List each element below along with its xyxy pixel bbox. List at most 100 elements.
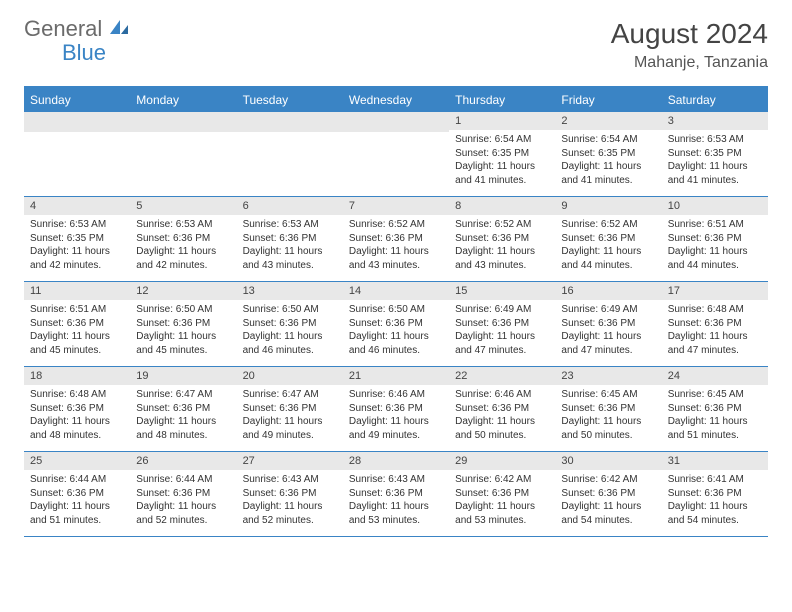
day-cell: 25Sunrise: 6:44 AMSunset: 6:36 PMDayligh…	[24, 452, 130, 536]
daylight-text: Daylight: 11 hours and 52 minutes.	[243, 500, 337, 527]
day-info: Sunrise: 6:53 AMSunset: 6:36 PMDaylight:…	[130, 215, 236, 278]
sunset-text: Sunset: 6:36 PM	[243, 317, 337, 331]
week-row: 4Sunrise: 6:53 AMSunset: 6:35 PMDaylight…	[24, 197, 768, 282]
sunset-text: Sunset: 6:36 PM	[668, 487, 762, 501]
day-number: 17	[662, 282, 768, 300]
sunset-text: Sunset: 6:36 PM	[455, 487, 549, 501]
sunset-text: Sunset: 6:36 PM	[561, 487, 655, 501]
day-number: 2	[555, 112, 661, 130]
day-cell	[343, 112, 449, 196]
day-info: Sunrise: 6:48 AMSunset: 6:36 PMDaylight:…	[24, 385, 130, 448]
sunrise-text: Sunrise: 6:47 AM	[243, 388, 337, 402]
day-number: 29	[449, 452, 555, 470]
daylight-text: Daylight: 11 hours and 52 minutes.	[136, 500, 230, 527]
daylight-text: Daylight: 11 hours and 49 minutes.	[349, 415, 443, 442]
sunrise-text: Sunrise: 6:50 AM	[136, 303, 230, 317]
day-info: Sunrise: 6:54 AMSunset: 6:35 PMDaylight:…	[555, 130, 661, 193]
sunset-text: Sunset: 6:36 PM	[668, 232, 762, 246]
dow-cell: Wednesday	[343, 88, 449, 112]
day-info: Sunrise: 6:43 AMSunset: 6:36 PMDaylight:…	[343, 470, 449, 533]
day-info: Sunrise: 6:53 AMSunset: 6:35 PMDaylight:…	[24, 215, 130, 278]
day-number	[237, 112, 343, 132]
day-number: 30	[555, 452, 661, 470]
dow-cell: Friday	[555, 88, 661, 112]
day-cell: 1Sunrise: 6:54 AMSunset: 6:35 PMDaylight…	[449, 112, 555, 196]
day-info: Sunrise: 6:42 AMSunset: 6:36 PMDaylight:…	[555, 470, 661, 533]
daylight-text: Daylight: 11 hours and 48 minutes.	[30, 415, 124, 442]
dow-cell: Sunday	[24, 88, 130, 112]
location: Mahanje, Tanzania	[611, 54, 768, 72]
day-number: 7	[343, 197, 449, 215]
day-cell: 9Sunrise: 6:52 AMSunset: 6:36 PMDaylight…	[555, 197, 661, 281]
sunset-text: Sunset: 6:36 PM	[30, 402, 124, 416]
daylight-text: Daylight: 11 hours and 41 minutes.	[668, 160, 762, 187]
day-info: Sunrise: 6:50 AMSunset: 6:36 PMDaylight:…	[237, 300, 343, 363]
daylight-text: Daylight: 11 hours and 51 minutes.	[30, 500, 124, 527]
day-info: Sunrise: 6:42 AMSunset: 6:36 PMDaylight:…	[449, 470, 555, 533]
sunrise-text: Sunrise: 6:54 AM	[561, 133, 655, 147]
sunset-text: Sunset: 6:36 PM	[349, 232, 443, 246]
day-cell: 30Sunrise: 6:42 AMSunset: 6:36 PMDayligh…	[555, 452, 661, 536]
day-cell: 12Sunrise: 6:50 AMSunset: 6:36 PMDayligh…	[130, 282, 236, 366]
sunrise-text: Sunrise: 6:52 AM	[349, 218, 443, 232]
day-info: Sunrise: 6:46 AMSunset: 6:36 PMDaylight:…	[343, 385, 449, 448]
dow-cell: Tuesday	[237, 88, 343, 112]
sunset-text: Sunset: 6:36 PM	[561, 232, 655, 246]
day-info: Sunrise: 6:51 AMSunset: 6:36 PMDaylight:…	[24, 300, 130, 363]
day-cell: 27Sunrise: 6:43 AMSunset: 6:36 PMDayligh…	[237, 452, 343, 536]
day-info: Sunrise: 6:52 AMSunset: 6:36 PMDaylight:…	[555, 215, 661, 278]
day-cell: 3Sunrise: 6:53 AMSunset: 6:35 PMDaylight…	[662, 112, 768, 196]
day-info: Sunrise: 6:43 AMSunset: 6:36 PMDaylight:…	[237, 470, 343, 533]
sunrise-text: Sunrise: 6:50 AM	[243, 303, 337, 317]
sunset-text: Sunset: 6:36 PM	[243, 402, 337, 416]
daylight-text: Daylight: 11 hours and 54 minutes.	[561, 500, 655, 527]
sunrise-text: Sunrise: 6:42 AM	[561, 473, 655, 487]
day-cell: 11Sunrise: 6:51 AMSunset: 6:36 PMDayligh…	[24, 282, 130, 366]
daylight-text: Daylight: 11 hours and 48 minutes.	[136, 415, 230, 442]
daylight-text: Daylight: 11 hours and 46 minutes.	[243, 330, 337, 357]
daylight-text: Daylight: 11 hours and 45 minutes.	[136, 330, 230, 357]
day-number: 12	[130, 282, 236, 300]
sunrise-text: Sunrise: 6:47 AM	[136, 388, 230, 402]
sunset-text: Sunset: 6:36 PM	[30, 487, 124, 501]
sunset-text: Sunset: 6:36 PM	[349, 487, 443, 501]
logo: General Blue	[24, 18, 130, 64]
day-number: 24	[662, 367, 768, 385]
sunset-text: Sunset: 6:35 PM	[668, 147, 762, 161]
day-number: 10	[662, 197, 768, 215]
header: General Blue August 2024 Mahanje, Tanzan…	[24, 18, 768, 72]
week-row: 11Sunrise: 6:51 AMSunset: 6:36 PMDayligh…	[24, 282, 768, 367]
sunrise-text: Sunrise: 6:52 AM	[455, 218, 549, 232]
sunset-text: Sunset: 6:36 PM	[243, 232, 337, 246]
sunrise-text: Sunrise: 6:48 AM	[668, 303, 762, 317]
day-info: Sunrise: 6:48 AMSunset: 6:36 PMDaylight:…	[662, 300, 768, 363]
day-cell: 29Sunrise: 6:42 AMSunset: 6:36 PMDayligh…	[449, 452, 555, 536]
day-number: 6	[237, 197, 343, 215]
sunset-text: Sunset: 6:36 PM	[561, 402, 655, 416]
day-number	[24, 112, 130, 132]
dow-cell: Monday	[130, 88, 236, 112]
day-info: Sunrise: 6:50 AMSunset: 6:36 PMDaylight:…	[130, 300, 236, 363]
sunset-text: Sunset: 6:36 PM	[136, 232, 230, 246]
day-number: 16	[555, 282, 661, 300]
day-number: 14	[343, 282, 449, 300]
day-cell: 22Sunrise: 6:46 AMSunset: 6:36 PMDayligh…	[449, 367, 555, 451]
sunset-text: Sunset: 6:36 PM	[349, 317, 443, 331]
day-cell: 14Sunrise: 6:50 AMSunset: 6:36 PMDayligh…	[343, 282, 449, 366]
daylight-text: Daylight: 11 hours and 49 minutes.	[243, 415, 337, 442]
day-cell	[237, 112, 343, 196]
day-number: 11	[24, 282, 130, 300]
sunset-text: Sunset: 6:36 PM	[455, 232, 549, 246]
sunrise-text: Sunrise: 6:52 AM	[561, 218, 655, 232]
sunrise-text: Sunrise: 6:48 AM	[30, 388, 124, 402]
day-cell	[24, 112, 130, 196]
logo-sail-icon	[108, 18, 130, 40]
day-cell: 2Sunrise: 6:54 AMSunset: 6:35 PMDaylight…	[555, 112, 661, 196]
sunset-text: Sunset: 6:36 PM	[455, 402, 549, 416]
day-info: Sunrise: 6:52 AMSunset: 6:36 PMDaylight:…	[343, 215, 449, 278]
daylight-text: Daylight: 11 hours and 46 minutes.	[349, 330, 443, 357]
daylight-text: Daylight: 11 hours and 53 minutes.	[349, 500, 443, 527]
day-cell: 19Sunrise: 6:47 AMSunset: 6:36 PMDayligh…	[130, 367, 236, 451]
day-info: Sunrise: 6:47 AMSunset: 6:36 PMDaylight:…	[130, 385, 236, 448]
sunrise-text: Sunrise: 6:41 AM	[668, 473, 762, 487]
